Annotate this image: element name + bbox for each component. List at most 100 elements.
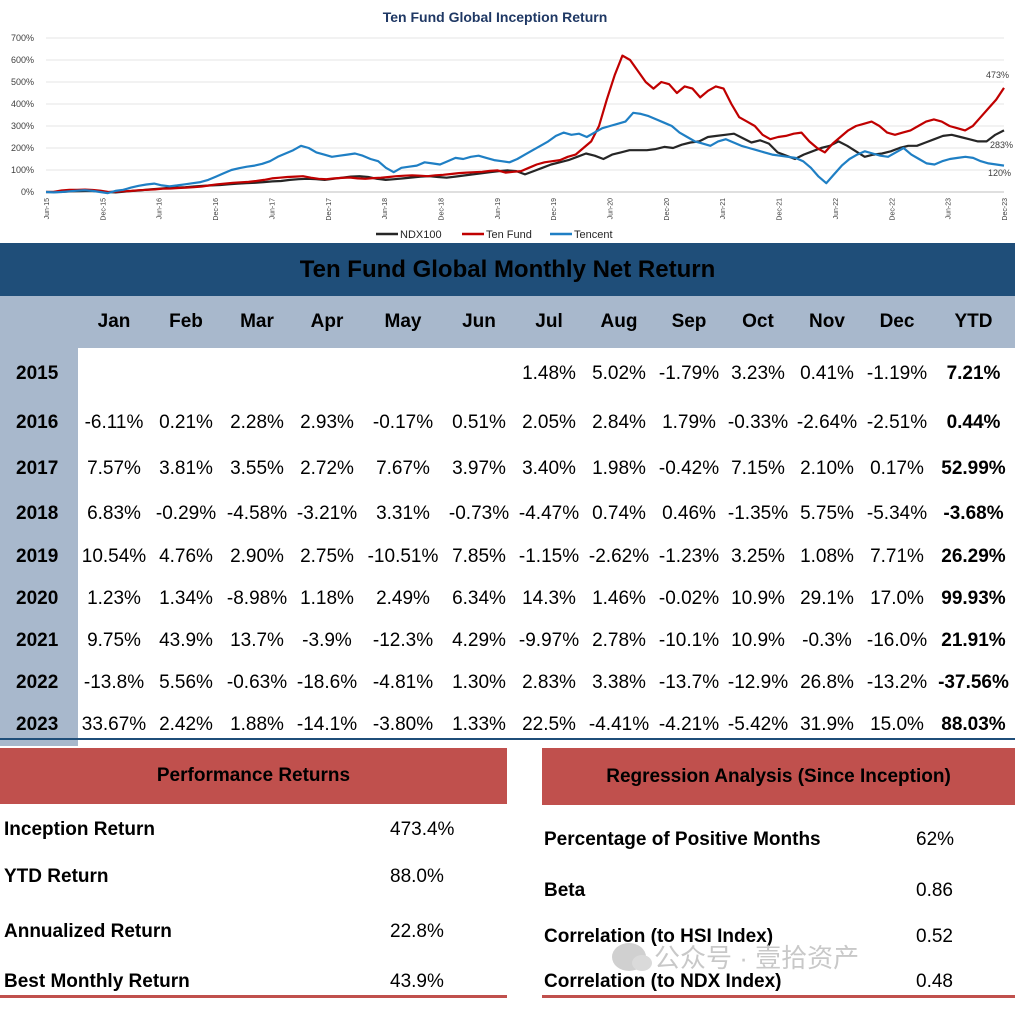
month-cell: 1.34% — [159, 588, 213, 609]
table-divider — [0, 738, 1015, 740]
row-year: 2021 — [0, 620, 78, 662]
column-header: Nov — [792, 296, 862, 348]
month-cell: 7.67% — [376, 458, 430, 479]
month-cell: -0.33% — [727, 412, 789, 433]
series-line-ten-fund — [45, 54, 1005, 194]
performance-label: Inception Return — [4, 819, 155, 840]
performance-bottom-line — [0, 995, 507, 998]
month-cell: 15.0% — [870, 714, 924, 735]
y-tick-label: 100% — [11, 165, 34, 175]
month-cell: 10.54% — [81, 546, 147, 567]
month-cell — [292, 348, 362, 400]
month-cell: -2.51% — [866, 412, 928, 433]
month-cell: 26.8% — [800, 672, 854, 693]
performance-header: Performance Returns — [0, 748, 507, 804]
month-cell: 2.84% — [592, 412, 646, 433]
month-cell: 3.81% — [159, 458, 213, 479]
month-cell: -1.23% — [658, 546, 720, 567]
month-cell: 1.79% — [662, 412, 716, 433]
month-cell: 3.97% — [452, 458, 506, 479]
month-cell — [222, 348, 292, 400]
column-header: Dec — [862, 296, 932, 348]
performance-value: 88.0% — [390, 866, 444, 887]
month-cell: 0.51% — [452, 412, 506, 433]
month-cell — [444, 348, 514, 400]
month-cell: 5.56% — [159, 672, 213, 693]
month-cell: 0.17% — [870, 458, 924, 479]
regression-header: Regression Analysis (Since Inception) — [542, 748, 1015, 805]
month-cell: -4.47% — [518, 503, 580, 524]
month-cell: -13.7% — [658, 672, 720, 693]
performance-label: Best Monthly Return — [4, 971, 190, 992]
month-cell: -4.21% — [658, 714, 720, 735]
month-cell: 2.28% — [230, 412, 284, 433]
month-cell: -1.15% — [518, 546, 580, 567]
header-corner — [0, 296, 78, 348]
y-tick-label: 0% — [21, 187, 34, 197]
month-cell: 10.9% — [731, 630, 785, 651]
x-tick-label: Jun-16 — [157, 198, 164, 220]
column-header: Mar — [222, 296, 292, 348]
month-cell: 2.10% — [800, 458, 854, 479]
column-header: May — [362, 296, 444, 348]
x-tick-label: Dec-21 — [777, 198, 784, 221]
month-cell: -9.97% — [518, 630, 580, 651]
regression-bottom-line — [542, 995, 1015, 998]
table-row: 2021 9.75% 43.9% 13.7% -3.9% -12.3% 4.29% -9.97… — [0, 620, 1015, 662]
month-cell: 1.46% — [592, 588, 646, 609]
month-cell — [150, 348, 222, 400]
month-cell: 2.72% — [300, 458, 354, 479]
month-cell: 10.9% — [731, 588, 785, 609]
x-tick-label: Dec-20 — [664, 198, 671, 221]
table-row: 2022 -13.8% 5.56% -0.63% -18.6% -4.81% 1.30% 2.… — [0, 662, 1015, 704]
column-header: Jul — [514, 296, 584, 348]
month-cell: -0.42% — [658, 458, 720, 479]
month-cell: 1.30% — [452, 672, 506, 693]
ytd-cell: 21.91% — [941, 630, 1006, 651]
month-cell: 2.78% — [592, 630, 646, 651]
month-cell: 3.31% — [376, 503, 430, 524]
y-tick-label: 700% — [11, 33, 34, 43]
month-cell: 5.02% — [592, 363, 646, 384]
month-cell: 31.9% — [800, 714, 854, 735]
table-row: 2017 7.57% 3.81% 3.55% 2.72% 7.67% 3.97% 3.40% 1… — [0, 446, 1015, 492]
month-cell: -16.0% — [866, 630, 928, 651]
x-tick-label: Jun-19 — [495, 198, 502, 220]
end-value-label: 120% — [988, 168, 1011, 178]
performance-label: Annualized Return — [4, 921, 172, 942]
x-tick-label: Jun-15 — [44, 198, 51, 220]
column-header: Feb — [150, 296, 222, 348]
month-cell: 5.75% — [800, 503, 854, 524]
end-value-label: 473% — [986, 70, 1009, 80]
month-cell: 17.0% — [870, 588, 924, 609]
month-cell: -2.64% — [796, 412, 858, 433]
month-cell: 4.29% — [452, 630, 506, 651]
x-tick-label: Dec-16 — [213, 198, 220, 221]
ytd-cell: 52.99% — [941, 458, 1006, 479]
month-cell: 29.1% — [800, 588, 854, 609]
ytd-cell: 99.93% — [941, 588, 1006, 609]
column-header: Jan — [78, 296, 150, 348]
month-cell: 22.5% — [522, 714, 576, 735]
table-row: 2019 10.54% 4.76% 2.90% 2.75% -10.51% 7.85% -1.… — [0, 536, 1015, 578]
row-year: 2016 — [0, 400, 78, 446]
month-cell: 7.57% — [87, 458, 141, 479]
month-cell: 1.48% — [522, 363, 576, 384]
month-cell: 4.76% — [159, 546, 213, 567]
month-cell: 13.7% — [230, 630, 284, 651]
month-cell: -0.3% — [802, 630, 852, 651]
legend-label: Ten Fund — [486, 229, 532, 241]
month-cell: -4.41% — [588, 714, 650, 735]
ytd-cell: 7.21% — [946, 363, 1001, 384]
row-year: 2017 — [0, 446, 78, 492]
legend-label: Tencent — [574, 229, 613, 241]
column-header: Sep — [654, 296, 724, 348]
performance-label: YTD Return — [4, 866, 109, 887]
table-row: 2018 6.83% -0.29% -4.58% -3.21% 3.31% -0.73% -4… — [0, 492, 1015, 536]
month-cell: 0.41% — [800, 363, 854, 384]
x-tick-label: Jun-17 — [269, 198, 276, 220]
month-cell: -0.73% — [448, 503, 510, 524]
month-cell: -5.34% — [866, 503, 928, 524]
x-tick-label: Jun-18 — [382, 198, 389, 220]
regression-value: 62% — [916, 829, 955, 850]
